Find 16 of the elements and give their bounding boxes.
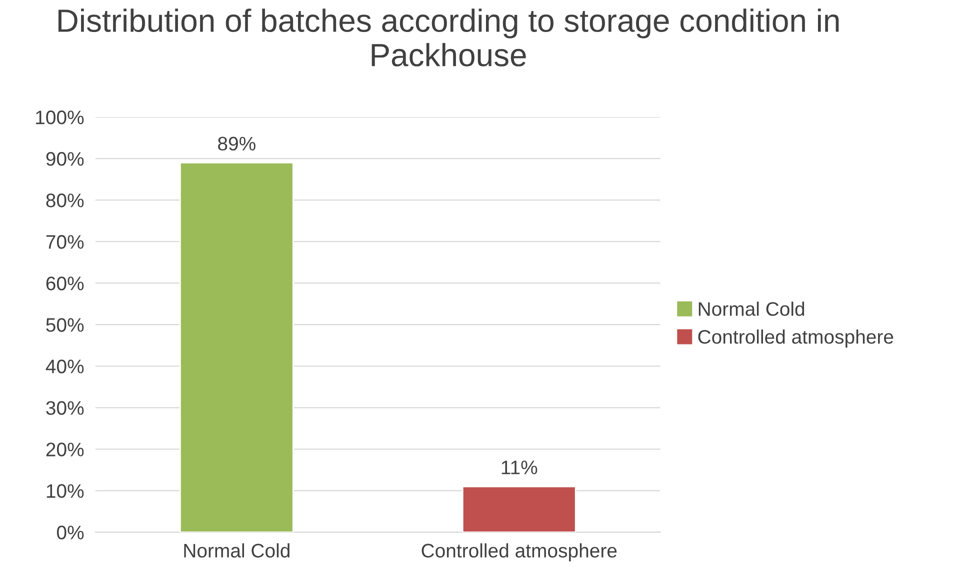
legend-label: Controlled atmosphere [698,329,894,348]
y-tick-label: 30% [46,401,84,415]
y-tick-label: 90% [46,152,84,166]
y-tick-label: 0% [56,526,84,540]
y-tick-label: 20% [46,442,84,456]
text: 11% [502,460,538,474]
y-tick-label: 100% [36,110,84,124]
text: 89% [218,136,256,151]
y-tick-label: 70% [46,235,84,249]
legend-label: Normal Cold [698,302,804,316]
chart-title: Distribution of batches according to storage condition in Packhouse [58,8,839,66]
y-tick-label: 10% [46,484,84,498]
y-tick-label: 60% [46,276,84,290]
y-tick-label: 40% [46,360,84,374]
y-tick-label: 50% [46,318,84,332]
y-tick-label: 80% [46,194,84,208]
